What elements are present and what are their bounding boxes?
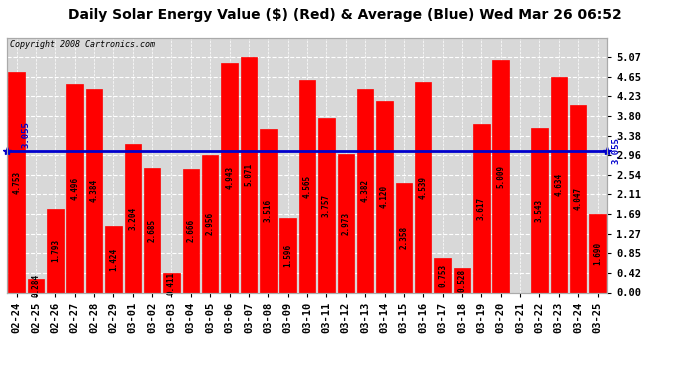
- Text: 4.565: 4.565: [302, 175, 312, 198]
- Text: 1.424: 1.424: [109, 248, 118, 271]
- Text: 3.516: 3.516: [264, 199, 273, 222]
- Text: 0.753: 0.753: [438, 264, 447, 286]
- Text: 4.382: 4.382: [361, 179, 370, 202]
- Bar: [8, 72, 25, 292]
- Text: 1.690: 1.690: [593, 242, 602, 265]
- Text: 4.120: 4.120: [380, 185, 389, 209]
- Bar: [551, 77, 567, 292]
- Text: 0.284: 0.284: [32, 274, 41, 297]
- Text: 4.634: 4.634: [554, 173, 563, 196]
- Bar: [531, 128, 548, 292]
- Bar: [164, 273, 179, 292]
- Bar: [435, 258, 451, 292]
- Bar: [241, 57, 257, 292]
- Bar: [570, 105, 586, 292]
- Bar: [124, 144, 141, 292]
- Bar: [202, 155, 219, 292]
- Bar: [47, 209, 63, 292]
- Bar: [221, 63, 238, 292]
- Bar: [299, 81, 315, 292]
- Text: 2.973: 2.973: [342, 212, 351, 235]
- Bar: [183, 169, 199, 292]
- Text: 3.543: 3.543: [535, 199, 544, 222]
- Text: 3.757: 3.757: [322, 194, 331, 217]
- Text: 2.956: 2.956: [206, 212, 215, 236]
- Bar: [279, 218, 296, 292]
- Bar: [357, 89, 373, 292]
- Bar: [66, 84, 83, 292]
- Bar: [454, 268, 470, 292]
- Bar: [144, 168, 160, 292]
- Text: 2.666: 2.666: [186, 219, 195, 242]
- Bar: [493, 60, 509, 292]
- Bar: [415, 82, 431, 292]
- Text: 5.009: 5.009: [496, 165, 505, 188]
- Bar: [376, 101, 393, 292]
- Text: 5.071: 5.071: [244, 163, 253, 186]
- Text: 4.047: 4.047: [573, 187, 582, 210]
- Text: Daily Solar Energy Value ($) (Red) & Average (Blue) Wed Mar 26 06:52: Daily Solar Energy Value ($) (Red) & Ave…: [68, 8, 622, 21]
- Text: 1.596: 1.596: [283, 244, 292, 267]
- Bar: [86, 89, 102, 292]
- Text: 0.528: 0.528: [457, 268, 466, 292]
- Text: 0.411: 0.411: [167, 272, 176, 294]
- Text: 3.617: 3.617: [477, 197, 486, 220]
- Bar: [105, 226, 121, 292]
- Bar: [337, 154, 354, 292]
- Text: 3.055: 3.055: [611, 137, 620, 164]
- Bar: [260, 129, 277, 292]
- Bar: [318, 118, 335, 292]
- Bar: [395, 183, 412, 292]
- Text: 2.358: 2.358: [400, 226, 408, 249]
- Text: 3.055: 3.055: [22, 121, 31, 148]
- Text: 4.496: 4.496: [70, 177, 79, 200]
- Text: Copyright 2008 Cartronics.com: Copyright 2008 Cartronics.com: [10, 40, 155, 49]
- Bar: [589, 214, 606, 292]
- Bar: [28, 279, 44, 292]
- Text: 3.204: 3.204: [128, 207, 137, 230]
- Text: 1.793: 1.793: [51, 239, 60, 262]
- Text: 4.539: 4.539: [419, 176, 428, 199]
- Bar: [473, 124, 490, 292]
- Text: 2.685: 2.685: [148, 219, 157, 242]
- Text: 4.943: 4.943: [225, 166, 234, 189]
- Text: 4.384: 4.384: [90, 179, 99, 202]
- Text: 4.753: 4.753: [12, 171, 21, 194]
